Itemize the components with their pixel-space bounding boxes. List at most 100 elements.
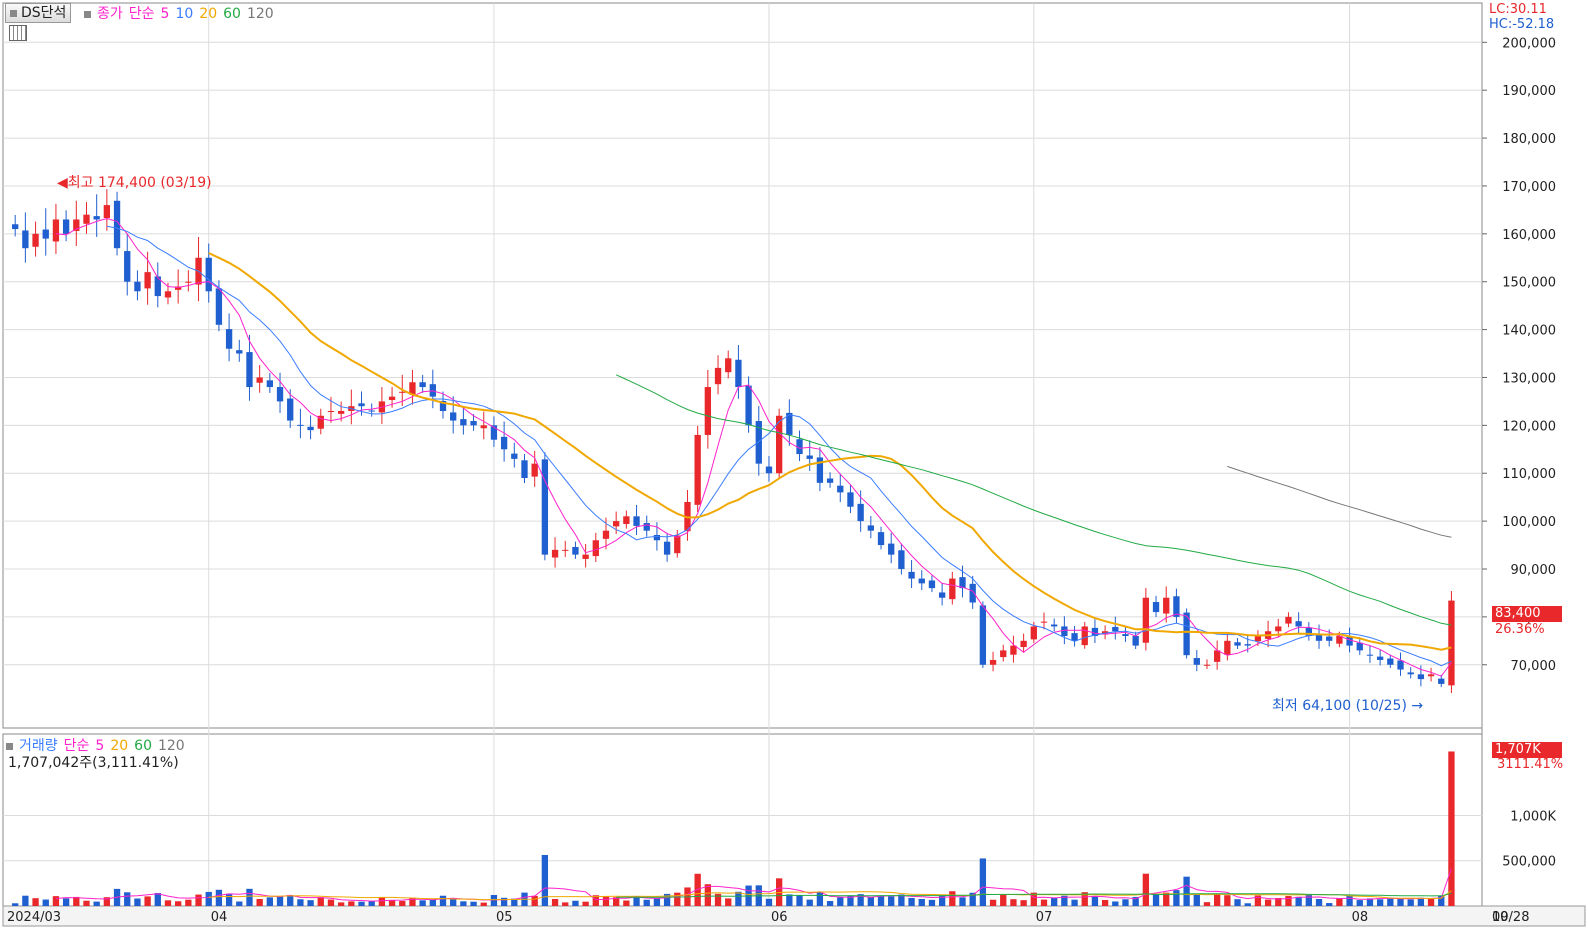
price-tick-label: 90,000: [1511, 563, 1557, 578]
volume-bar: [592, 895, 599, 906]
candle-body: [1346, 636, 1353, 646]
legend-method: 단순: [128, 6, 155, 22]
candle-body: [22, 230, 29, 249]
price-tick-label: 120,000: [1502, 419, 1556, 434]
price-legend: 종가 단순 5 10 20 60 120: [84, 3, 280, 23]
volume-bar: [185, 899, 192, 906]
candle-body: [1183, 612, 1190, 656]
volume-bar: [1020, 900, 1027, 906]
candle-body: [124, 251, 131, 282]
volume-bar: [623, 900, 630, 906]
volume-bar: [1397, 898, 1404, 906]
volume-bar: [1407, 899, 1414, 906]
candle-body: [572, 546, 579, 555]
volume-bar: [429, 899, 436, 906]
volume-bar: [73, 896, 80, 906]
date-tick-label: 06: [771, 910, 788, 925]
candle-body: [327, 410, 335, 412]
volume-bar: [531, 895, 538, 906]
candle-body: [144, 272, 151, 289]
candle-body: [979, 605, 987, 665]
candle-body: [490, 425, 498, 440]
last-price-tag: 83,400: [1492, 606, 1562, 622]
volume-bar: [307, 900, 314, 906]
candle-body: [704, 387, 712, 435]
candle-body: [1417, 674, 1425, 680]
candle-body: [1254, 636, 1262, 642]
volume-bar: [725, 898, 732, 906]
candle-body: [1397, 660, 1404, 670]
candle-body: [694, 434, 701, 505]
candle-body: [185, 281, 192, 283]
candle-body: [1356, 642, 1363, 651]
date-tick-label: 08: [1352, 910, 1369, 925]
volume-bar: [42, 899, 49, 906]
volume-bar: [1142, 873, 1150, 906]
candle-body: [164, 291, 172, 298]
price-tick-label: 150,000: [1502, 276, 1556, 291]
volume-bar: [1234, 899, 1241, 906]
volume-bar: [551, 898, 559, 906]
price-tick-label: 130,000: [1502, 371, 1556, 386]
candle-body: [562, 549, 569, 551]
candle-body: [52, 219, 60, 242]
candle-body: [796, 439, 803, 455]
candle-body: [1366, 654, 1374, 656]
volume-bar: [837, 897, 844, 906]
stock-name-label: DS단석: [21, 5, 67, 21]
candle-body: [256, 377, 263, 383]
candle-body: [83, 214, 90, 224]
volume-bar: [256, 898, 263, 906]
candle-body: [1091, 627, 1099, 637]
volume-bar: [1030, 892, 1037, 906]
candle-body: [500, 436, 508, 450]
volume-bar: [1193, 894, 1200, 906]
ma120-line: [1227, 465, 1452, 538]
ma5-line: [55, 217, 1452, 677]
volume-bar: [83, 900, 90, 906]
candle-body: [450, 412, 457, 421]
volume-bar: [633, 896, 640, 906]
candle-body: [969, 583, 976, 603]
candle-body: [1438, 678, 1445, 684]
price-tick-label: 70,000: [1511, 659, 1557, 674]
candle-body: [1285, 616, 1292, 624]
volume-bar: [643, 899, 650, 906]
candle-body: [1081, 626, 1088, 646]
volume-bar: [562, 902, 569, 906]
candle-body: [1234, 642, 1241, 646]
candle-body: [888, 543, 895, 555]
grid-icon[interactable]: [9, 25, 27, 41]
high-note: ◀최고 174,400 (03/19): [57, 175, 212, 191]
volume-bar: [1346, 896, 1353, 906]
volume-bar: [1061, 895, 1068, 906]
volume-bar: [1132, 896, 1139, 906]
candle-body: [1326, 636, 1333, 641]
volume-bar: [22, 895, 29, 906]
volume-bar: [1091, 895, 1099, 906]
candle-body: [1173, 596, 1180, 617]
candle-body: [745, 385, 752, 426]
price-tick-label: 110,000: [1502, 467, 1556, 482]
candle-body: [755, 421, 762, 464]
price-tick-label: 190,000: [1502, 84, 1556, 99]
volume-bar: [938, 895, 946, 906]
volume-bar: [877, 895, 885, 906]
volume-tick-label: 1,000K: [1510, 809, 1556, 824]
price-tick-label: 180,000: [1502, 132, 1556, 147]
candle-body: [439, 400, 447, 411]
candle-body: [337, 410, 345, 414]
candle-body: [317, 415, 324, 429]
last-change-label: 26.36%: [1495, 622, 1545, 637]
hc-label: HC:-52.18: [1489, 17, 1555, 32]
volume-bar: [1336, 898, 1343, 906]
volume-bar: [1163, 892, 1170, 906]
candle-body: [225, 329, 233, 349]
vol-legend-ma5: 5: [95, 738, 105, 754]
volume-bar: [1356, 900, 1363, 906]
candle-body: [1193, 658, 1200, 665]
volume-bar: [439, 895, 447, 906]
stock-name-button[interactable]: DS단석: [5, 3, 72, 23]
volume-bar: [1295, 896, 1302, 906]
